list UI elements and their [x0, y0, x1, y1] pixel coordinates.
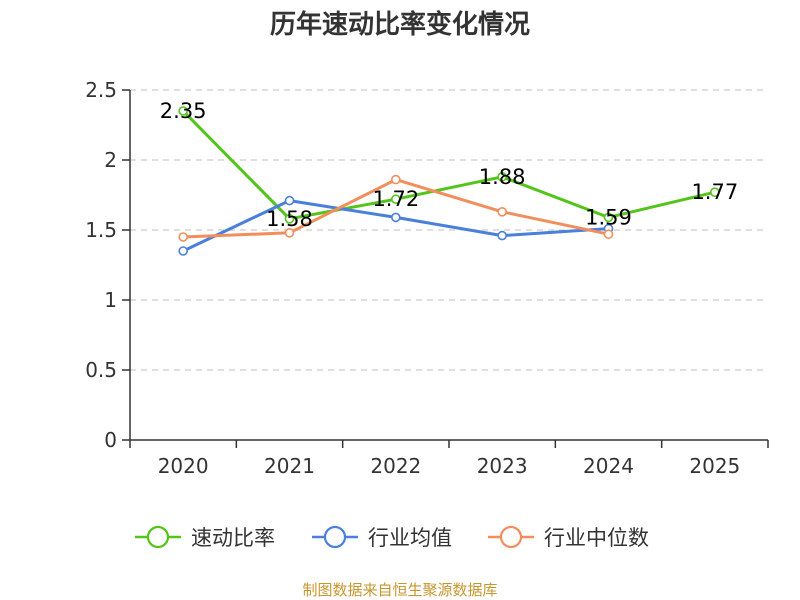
data-label-2021: 1.58	[266, 207, 313, 231]
legend-item-0[interactable]: 速动比率	[135, 525, 275, 550]
data-point-2-2022[interactable]	[391, 174, 401, 185]
legend-marker-2	[499, 525, 523, 549]
data-label-2025: 1.77	[691, 180, 738, 204]
data-label-2020: 2.35	[160, 99, 207, 123]
data-point-0-2024[interactable]	[603, 212, 614, 223]
data-point-1-2023[interactable]	[497, 230, 507, 241]
legend-label-0: 速动比率	[191, 526, 275, 550]
data-point-1-2022[interactable]	[391, 212, 401, 223]
series-line-0	[182, 109, 716, 221]
data-point-0-2022[interactable]	[391, 194, 401, 204]
legend-item-2[interactable]: 行业中位数	[488, 525, 649, 550]
y-tick-label-3: 1.5	[85, 218, 117, 242]
legend-label-1: 行业均值	[368, 526, 452, 550]
data-label-2022: 1.72	[372, 187, 419, 211]
legend-marker-1	[323, 525, 347, 549]
x-tick-label-2023: 2023	[477, 454, 528, 478]
legend-item-1[interactable]: 行业均值	[312, 525, 452, 550]
data-point-2-2023[interactable]	[497, 207, 507, 217]
x-tick-label-2020: 2020	[158, 454, 209, 478]
data-point-0-2021[interactable]	[284, 214, 295, 224]
series-group	[178, 106, 720, 256]
legend-marker-0	[146, 525, 170, 549]
legend-label-2: 行业中位数	[544, 526, 649, 550]
y-tick-label-2: 1	[104, 288, 117, 312]
chart-title: 历年速动比率变化情况	[270, 9, 530, 40]
axes: 0 0.5 1 1.5 2 2.5 2020 2021 2022 2023 2024 2025	[85, 78, 769, 478]
y-tick-label-4: 2	[104, 148, 117, 172]
y-tick-label-5: 2.5	[85, 78, 117, 102]
data-label-2023: 1.88	[479, 165, 526, 189]
data-point-0-2023[interactable]	[497, 172, 507, 182]
y-tick-label-1: 0.5	[85, 358, 117, 382]
x-tick-label-2021: 2021	[264, 454, 315, 478]
data-point-2-2021[interactable]	[284, 228, 295, 238]
y-tick-label-0: 0	[104, 428, 117, 452]
data-point-2-2020[interactable]	[178, 232, 188, 242]
data-point-0-2020[interactable]	[178, 106, 188, 116]
source-note: 制图数据来自恒生聚源数据库	[302, 581, 497, 599]
data-labels: 2.35 1.58 1.72 1.88 1.59 1.77	[160, 99, 738, 231]
data-point-0-2025[interactable]	[710, 187, 720, 197]
x-tick-label-2025: 2025	[689, 454, 740, 478]
grid-lines	[130, 89, 768, 371]
data-point-1-2021[interactable]	[284, 195, 295, 206]
data-point-2-2024[interactable]	[603, 229, 614, 239]
legend[interactable]: 速动比率 行业均值 行业中位数	[135, 525, 649, 550]
x-tick-label-2024: 2024	[583, 454, 634, 478]
data-point-1-2020[interactable]	[178, 246, 188, 256]
x-tick-label-2022: 2022	[370, 454, 421, 478]
data-label-2024: 1.59	[585, 205, 632, 229]
